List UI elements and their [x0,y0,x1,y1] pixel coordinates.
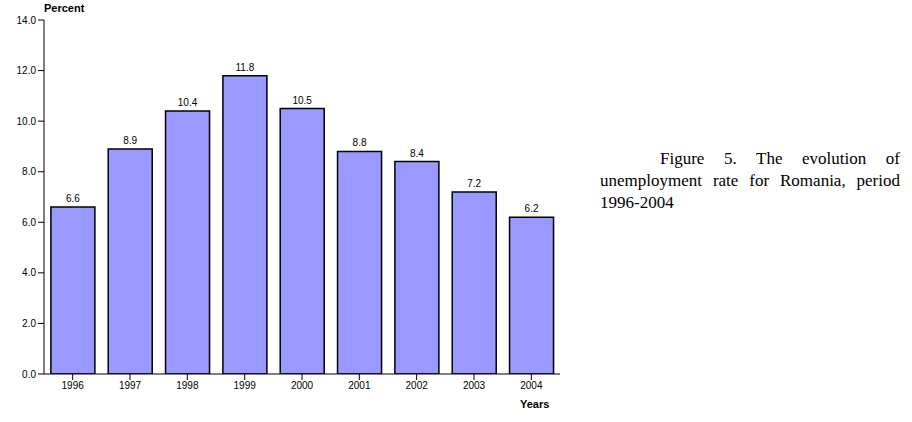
svg-text:2004: 2004 [520,380,543,391]
svg-text:8.9: 8.9 [123,135,137,146]
html-text:Years: Years [520,398,550,410]
svg-text:6.6: 6.6 [66,193,80,204]
svg-text:2000: 2000 [291,380,314,391]
svg-text:1999: 1999 [234,380,257,391]
svg-text:2002: 2002 [406,380,429,391]
html-text:Percent: Percent [44,2,85,14]
svg-text:14.0: 14.0 [17,15,37,26]
svg-text:11.8: 11.8 [236,62,255,73]
svg-text:8.8: 8.8 [353,137,367,148]
svg-text:8.4: 8.4 [410,148,424,159]
svg-text:10.4: 10.4 [178,97,198,108]
svg-text:0.0: 0.0 [22,369,36,380]
svg-text:1997: 1997 [119,380,142,391]
html-text:Figure 5. The evolution of une: Figure 5. The evolution of unemployment … [600,149,900,212]
svg-text:10.5: 10.5 [292,95,312,106]
svg-text:1998: 1998 [176,380,199,391]
svg-text:8.0: 8.0 [22,166,36,177]
svg-text:2.0: 2.0 [22,318,36,329]
svg-text:12.0: 12.0 [17,65,37,76]
svg-text:4.0: 4.0 [22,267,36,278]
svg-text:1996: 1996 [62,380,85,391]
svg-text:10.0: 10.0 [17,116,37,127]
svg-text:2003: 2003 [463,380,486,391]
svg-text:6.2: 6.2 [525,203,539,214]
svg-text:6.0: 6.0 [22,217,36,228]
svg-text:7.2: 7.2 [467,178,481,189]
svg-text:2001: 2001 [348,380,371,391]
